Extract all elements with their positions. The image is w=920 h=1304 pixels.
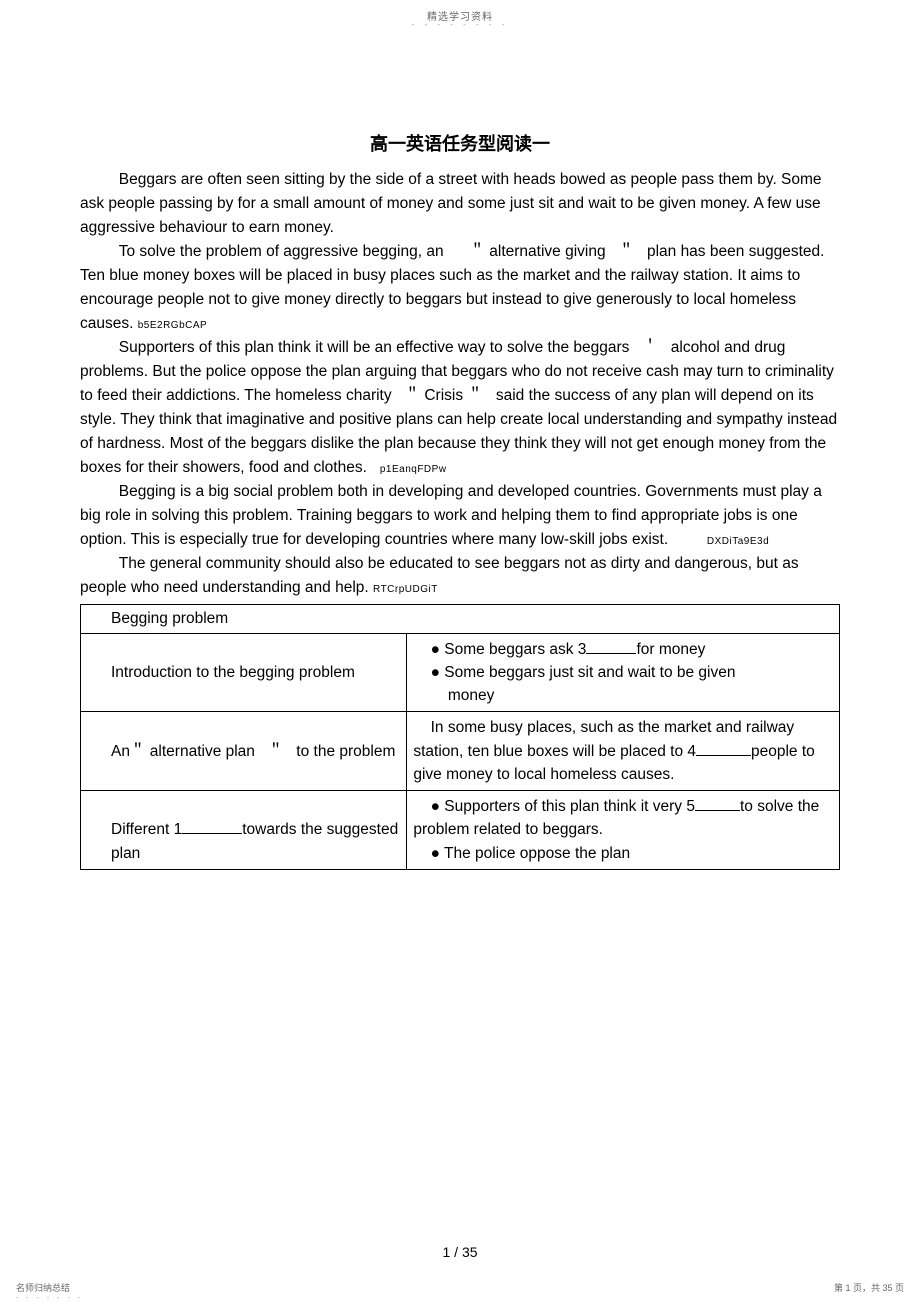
page-content: 高一英语任务型阅读一 Beggars are often seen sittin… xyxy=(80,130,840,870)
row2-right: In some busy places, such as the market … xyxy=(407,712,840,791)
row1-left: Introduction to the begging problem xyxy=(81,633,407,712)
summary-table: Begging problem Introduction to the begg… xyxy=(80,604,840,870)
row3-left: Different 1towards the suggested plan xyxy=(81,791,407,870)
code-3: DXDiTa9E3d xyxy=(707,536,769,547)
blank-1 xyxy=(182,820,242,835)
footer-left-dots: - - - - - - - xyxy=(16,1295,83,1302)
code-2: p1EanqFDPw xyxy=(380,464,447,475)
blank-5 xyxy=(695,796,740,811)
paragraph-4: Begging is a big social problem both in … xyxy=(80,480,840,552)
row1-right: ● Some beggars ask 3for money ● Some beg… xyxy=(407,633,840,712)
table-header-row: Begging problem xyxy=(81,605,840,633)
paragraph-5: The general community should also be edu… xyxy=(80,552,840,600)
row2-left: An＂ alternative plan ＂ to the problem xyxy=(81,712,407,791)
footer-right: 第 1 页，共 35 页 xyxy=(834,1281,904,1294)
footer-left: 名师归纳总结 xyxy=(16,1281,70,1294)
page-title: 高一英语任务型阅读一 xyxy=(80,130,840,156)
table-header-cell: Begging problem xyxy=(81,605,840,633)
page-number: 1 / 35 xyxy=(442,1244,477,1260)
table-row: Introduction to the begging problem ● So… xyxy=(81,633,840,712)
blank-4 xyxy=(696,741,751,756)
paragraph-1: Beggars are often seen sitting by the si… xyxy=(80,168,840,240)
code-1: b5E2RGbCAP xyxy=(138,320,207,331)
doc-header-dots: - - - - - - - - xyxy=(412,20,509,29)
paragraph-3: Supporters of this plan think it will be… xyxy=(80,336,840,480)
code-4: RTCrpUDGiT xyxy=(373,584,438,595)
table-row: An＂ alternative plan ＂ to the problem In… xyxy=(81,712,840,791)
row3-right: ● Supporters of this plan think it very … xyxy=(407,791,840,870)
paragraph-2: To solve the problem of aggressive beggi… xyxy=(80,240,840,336)
table-row: Different 1towards the suggested plan ● … xyxy=(81,791,840,870)
blank-3 xyxy=(586,639,636,654)
